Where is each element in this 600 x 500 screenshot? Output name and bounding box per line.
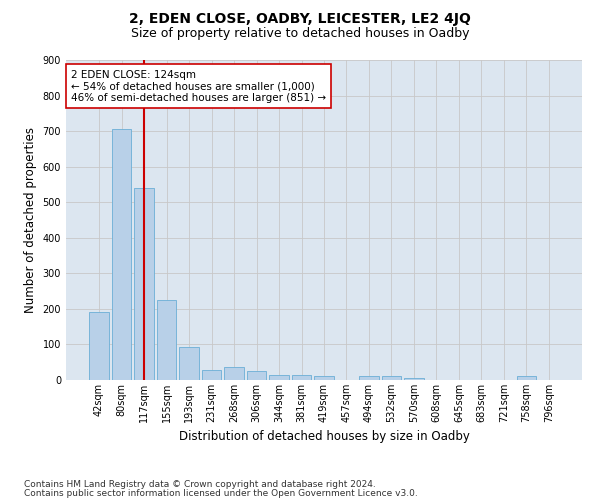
Bar [269, 374, 289, 380]
Text: Size of property relative to detached houses in Oadby: Size of property relative to detached ho… [131, 28, 469, 40]
Bar [157, 300, 176, 380]
Bar [382, 376, 401, 380]
Bar [359, 376, 379, 380]
X-axis label: Distribution of detached houses by size in Oadby: Distribution of detached houses by size … [179, 430, 469, 444]
Bar [517, 376, 536, 380]
Bar [112, 128, 131, 380]
Text: 2 EDEN CLOSE: 124sqm
← 54% of detached houses are smaller (1,000)
46% of semi-de: 2 EDEN CLOSE: 124sqm ← 54% of detached h… [71, 70, 326, 103]
Text: Contains public sector information licensed under the Open Government Licence v3: Contains public sector information licen… [24, 489, 418, 498]
Text: Contains HM Land Registry data © Crown copyright and database right 2024.: Contains HM Land Registry data © Crown c… [24, 480, 376, 489]
Bar [134, 188, 154, 380]
Bar [224, 367, 244, 380]
Bar [292, 376, 311, 380]
Bar [89, 312, 109, 380]
Bar [202, 370, 221, 380]
Bar [404, 378, 424, 380]
Bar [314, 376, 334, 380]
Bar [247, 372, 266, 380]
Text: 2, EDEN CLOSE, OADBY, LEICESTER, LE2 4JQ: 2, EDEN CLOSE, OADBY, LEICESTER, LE2 4JQ [129, 12, 471, 26]
Bar [179, 348, 199, 380]
Y-axis label: Number of detached properties: Number of detached properties [24, 127, 37, 313]
